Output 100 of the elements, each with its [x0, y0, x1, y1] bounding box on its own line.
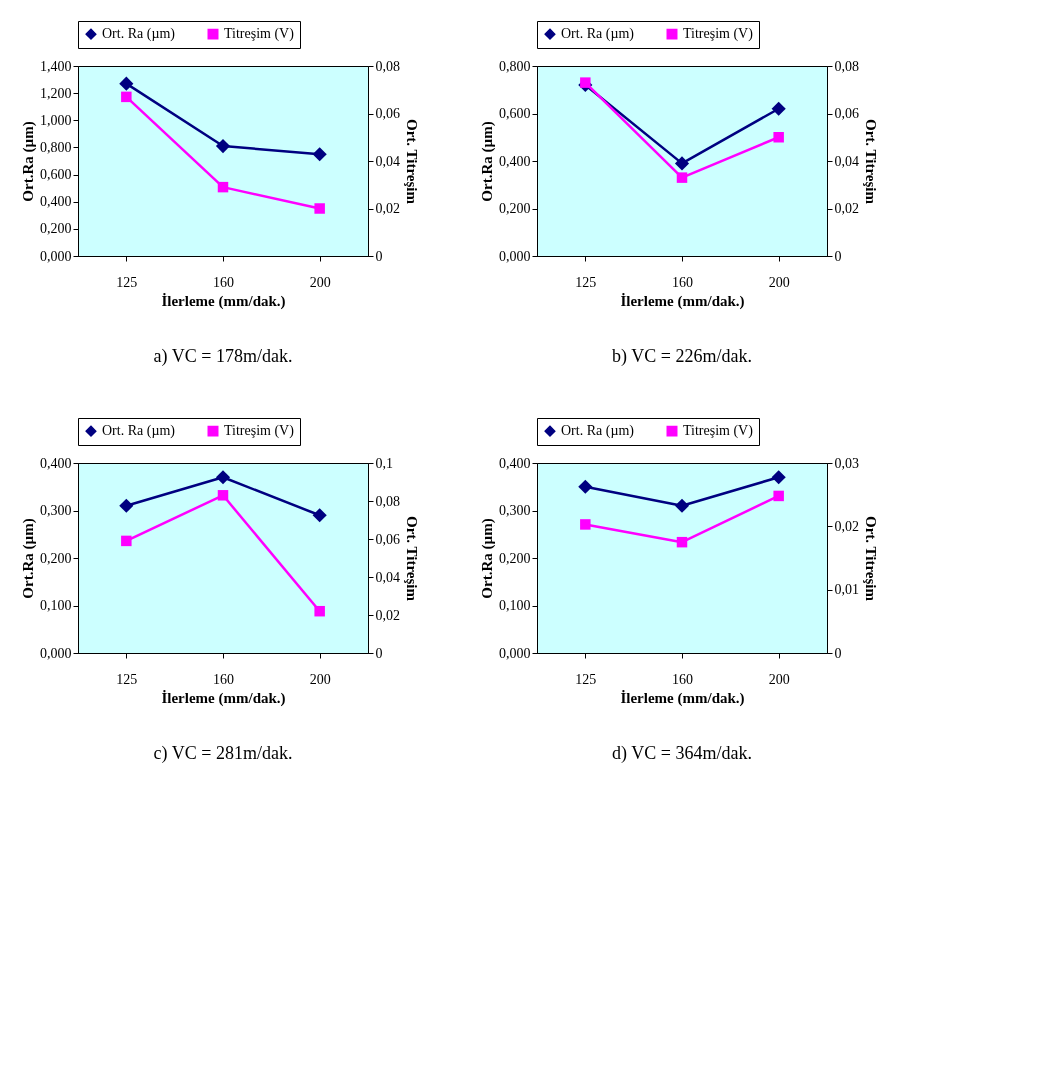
y-tick-label: 0,400	[40, 194, 72, 210]
text: c) VC = 281m/dak.	[153, 743, 293, 764]
point	[217, 181, 229, 193]
y-tick-label: 0,400	[499, 455, 531, 471]
point	[578, 479, 593, 494]
point	[773, 132, 784, 143]
y-tick-label: 0,000	[499, 645, 531, 661]
point	[771, 101, 786, 116]
y2-tick-label: 0,08	[375, 493, 400, 509]
y-tick-label: 0,600	[499, 106, 531, 121]
y2-tick-label: 0,01	[834, 582, 859, 598]
legend-label: Titreşim (V)	[224, 26, 295, 43]
y2-tick-label: 0	[834, 645, 842, 661]
y2-axis-title: Ort. Titreşim	[863, 119, 879, 205]
text: a) VC = 178m/dak.	[153, 346, 293, 367]
point	[314, 605, 325, 617]
y-tick-label: 0,200	[40, 550, 72, 566]
point	[312, 147, 327, 162]
y2-tick-label: 0,02	[834, 518, 859, 534]
point	[312, 508, 327, 523]
point	[676, 172, 688, 183]
x-tick-label: 160	[213, 671, 234, 687]
y-tick-label: 0,000	[499, 248, 531, 264]
y2-tick-label: 0,08	[834, 58, 859, 74]
point	[215, 470, 231, 485]
y-tick-label: 0,100	[40, 598, 72, 613]
y-tick-label: 0,800	[40, 139, 72, 155]
y-axis-title: Ort.Ra (µm)	[20, 121, 37, 202]
x-tick-label: 160	[672, 274, 693, 290]
y2-tick-label: 0	[375, 248, 383, 264]
x-tick-label: 125	[575, 671, 597, 687]
y-tick-label: 0,400	[499, 153, 531, 169]
y-tick-label: 0,300	[40, 503, 72, 518]
point	[119, 76, 134, 91]
y-tick-label: 1,200	[40, 85, 72, 101]
y-tick-label: 0,200	[499, 550, 531, 566]
x-tick-label: 125	[116, 671, 138, 687]
legend-label: Ort. Ra (µm)	[561, 26, 635, 43]
point	[771, 470, 786, 485]
y-tick-label: 0,000	[40, 248, 72, 264]
y2-tick-label: 0	[834, 248, 842, 264]
x-axis-title: İlerleme (mm/dak.)	[620, 292, 745, 310]
point	[121, 535, 132, 547]
y-tick-label: 0,200	[40, 221, 72, 237]
y2-tick-label: 0	[375, 645, 383, 661]
y2-tick-label: 0,08	[375, 58, 400, 74]
x-axis-title: İlerleme (mm/dak.)	[161, 689, 286, 707]
y-tick-label: 1,400	[40, 58, 72, 74]
x-tick-label: 200	[309, 274, 331, 290]
y-tick-label: 0,800	[499, 58, 531, 74]
text: d) VC = 364m/dak.	[612, 743, 752, 764]
y2-tick-label: 0,03	[834, 455, 859, 471]
legend-label: Ort. Ra (µm)	[102, 423, 176, 440]
y2-tick-label: 0,02	[375, 607, 400, 623]
y2-tick-label: 0,04	[375, 153, 400, 169]
y2-tick-label: 0,06	[834, 106, 859, 121]
y2-tick-label: 0,1	[375, 455, 393, 471]
legend-label: Ort. Ra (µm)	[102, 26, 176, 43]
y-axis-title: Ort.Ra (µm)	[20, 518, 37, 599]
y-axis-title: Ort.Ra (µm)	[479, 518, 496, 599]
y-tick-label: 0,100	[499, 598, 531, 613]
legend-label: Titreşim (V)	[683, 26, 754, 43]
point	[217, 490, 229, 501]
x-axis-title: İlerleme (mm/dak.)	[161, 292, 286, 310]
y-tick-label: 0,400	[40, 455, 72, 471]
y-tick-label: 1,000	[40, 112, 72, 128]
y2-axis-title: Ort. Titreşim	[863, 516, 879, 602]
x-tick-label: 125	[575, 274, 597, 290]
y2-axis-title: Ort. Titreşim	[404, 119, 420, 205]
point	[215, 139, 231, 154]
point	[314, 203, 325, 214]
y2-axis-title: Ort. Titreşim	[404, 516, 420, 602]
x-tick-label: 200	[768, 671, 790, 687]
y-axis-title: Ort.Ra (µm)	[479, 121, 496, 202]
x-tick-label: 160	[672, 671, 693, 687]
point	[674, 156, 690, 171]
point	[773, 490, 784, 502]
point	[119, 498, 134, 513]
y-tick-label: 0,600	[40, 167, 72, 183]
y2-tick-label: 0,04	[834, 153, 859, 169]
legend-label: Titreşim (V)	[224, 423, 295, 440]
y2-tick-label: 0,06	[375, 106, 400, 121]
point	[674, 498, 690, 513]
point	[580, 77, 591, 88]
y2-tick-label: 0,02	[834, 201, 859, 216]
x-axis-title: İlerleme (mm/dak.)	[620, 689, 745, 707]
legend-label: Titreşim (V)	[683, 423, 754, 440]
x-tick-label: 200	[768, 274, 790, 290]
text: b) VC = 226m/dak.	[612, 346, 752, 367]
y2-tick-label: 0,06	[375, 531, 400, 547]
y-tick-label: 0,300	[499, 503, 531, 518]
point	[121, 91, 132, 103]
point	[580, 519, 591, 530]
y2-tick-label: 0,04	[375, 569, 400, 585]
y2-tick-label: 0,02	[375, 201, 400, 216]
y-tick-label: 0,200	[499, 201, 531, 216]
x-tick-label: 160	[213, 274, 234, 290]
legend-label: Ort. Ra (µm)	[561, 423, 635, 440]
point	[676, 536, 688, 548]
x-tick-label: 200	[309, 671, 331, 687]
